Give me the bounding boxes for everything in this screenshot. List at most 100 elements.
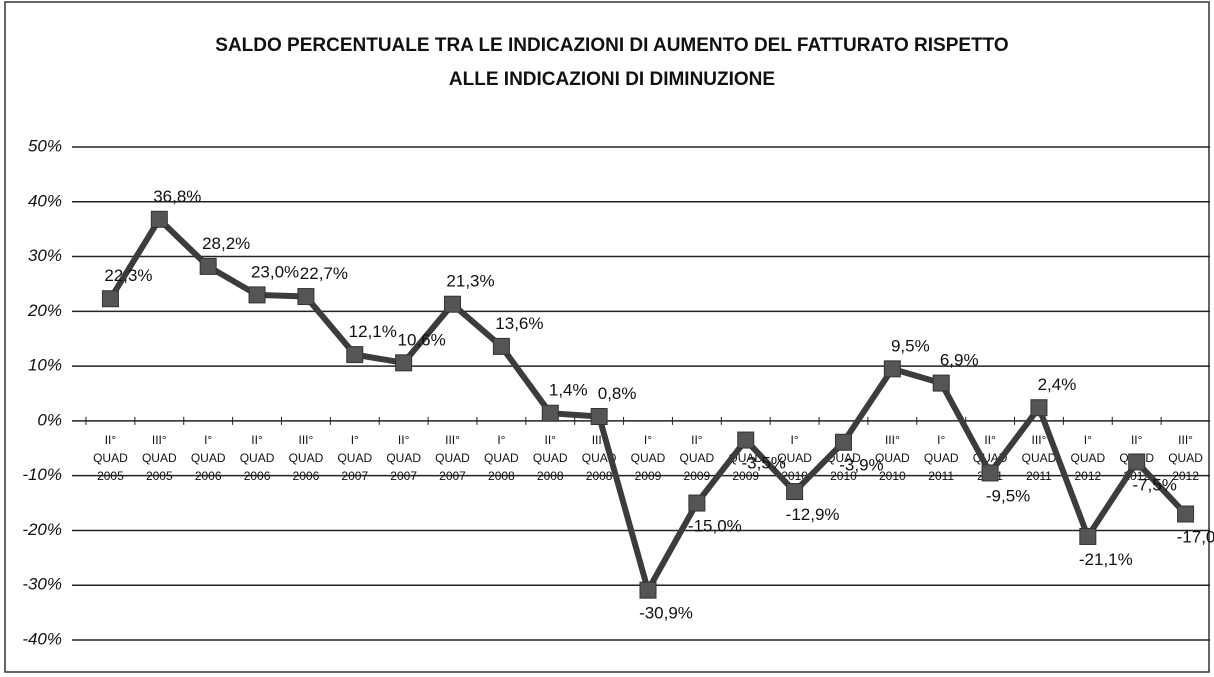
marker bbox=[883, 360, 901, 378]
x-tick-label-line: 2006 bbox=[195, 469, 222, 483]
marker bbox=[199, 257, 217, 275]
x-tick-label: III° QUAD 2010 bbox=[875, 433, 910, 483]
value-label: -21,1% bbox=[1079, 550, 1133, 569]
value-label: 21,3% bbox=[446, 272, 494, 291]
x-tick-label-line: I° bbox=[204, 433, 212, 447]
y-tick-label: 50% bbox=[28, 136, 62, 155]
marker bbox=[737, 431, 755, 449]
x-tick-label-line: III° bbox=[1178, 433, 1193, 447]
value-label: -12,9% bbox=[786, 505, 840, 524]
x-tick-label-line: 2005 bbox=[146, 469, 173, 483]
x-tick-label-line: 2008 bbox=[586, 469, 613, 483]
marker bbox=[297, 288, 315, 306]
value-label: 22,7% bbox=[300, 264, 348, 283]
x-tick-label-line: I° bbox=[937, 433, 945, 447]
x-tick-label-line: 2008 bbox=[537, 469, 564, 483]
x-tick-label-line: QUAD bbox=[875, 451, 910, 465]
x-tick-label: I° QUAD 2011 bbox=[924, 433, 959, 483]
x-tick-label: I° QUAD 2009 bbox=[631, 433, 666, 483]
value-label: 6,9% bbox=[940, 351, 979, 370]
x-tick-label-line: QUAD bbox=[533, 451, 568, 465]
marker bbox=[150, 210, 168, 228]
marker bbox=[492, 337, 510, 355]
marker bbox=[1128, 453, 1146, 471]
x-tick-label: III° QUAD 2012 bbox=[1168, 433, 1203, 483]
x-tick-label-line: I° bbox=[351, 433, 359, 447]
chart-title: ALLE INDICAZIONI DI DIMINUZIONE bbox=[449, 69, 775, 90]
x-tick-label-line: 2012 bbox=[1172, 469, 1199, 483]
x-tick-label-line: III° bbox=[1032, 433, 1047, 447]
x-tick-label-line: QUAD bbox=[240, 451, 275, 465]
value-label: 9,5% bbox=[891, 336, 930, 355]
value-label: -9,5% bbox=[986, 486, 1030, 505]
marker bbox=[981, 464, 999, 482]
y-tick-label: 0% bbox=[37, 410, 62, 429]
y-tick-label: 10% bbox=[28, 356, 62, 375]
chart-title: SALDO PERCENTUALE TRA LE INDICAZIONI DI … bbox=[215, 35, 1008, 56]
x-tick-label-line: QUAD bbox=[1070, 451, 1105, 465]
marker bbox=[1030, 399, 1048, 417]
x-tick-label-line: 2010 bbox=[830, 469, 857, 483]
marker bbox=[346, 346, 364, 364]
x-tick-label: II° QUAD 2006 bbox=[240, 433, 275, 483]
marker bbox=[786, 483, 804, 501]
x-tick-label-line: II° bbox=[398, 433, 410, 447]
x-tick-label-line: 2007 bbox=[390, 469, 417, 483]
marker bbox=[932, 374, 950, 392]
x-tick-label-line: 2011 bbox=[1026, 469, 1052, 483]
x-tick-label: I° QUAD 2010 bbox=[777, 433, 812, 483]
y-tick-label: -10% bbox=[22, 465, 62, 484]
x-tick-label-line: 2007 bbox=[341, 469, 368, 483]
x-tick-label: II° QUAD 2009 bbox=[680, 433, 715, 483]
x-tick-label-line: 2009 bbox=[684, 469, 711, 483]
y-tick-label: -30% bbox=[22, 575, 62, 594]
x-tick-label-line: QUAD bbox=[93, 451, 128, 465]
marker bbox=[1177, 505, 1195, 523]
x-tick-label: III° QUAD 2007 bbox=[435, 433, 470, 483]
x-tick-label: II° QUAD 2005 bbox=[93, 433, 128, 483]
x-tick-label-line: 2007 bbox=[439, 469, 466, 483]
x-tick-label: I° QUAD 2012 bbox=[1070, 433, 1105, 483]
x-tick-label-line: QUAD bbox=[1022, 451, 1057, 465]
x-tick-label-line: I° bbox=[497, 433, 505, 447]
x-tick-label-line: 2006 bbox=[244, 469, 271, 483]
x-tick-label-line: II° bbox=[691, 433, 703, 447]
marker bbox=[541, 404, 559, 422]
x-tick-label-line: I° bbox=[1084, 433, 1092, 447]
value-label: -17,0% bbox=[1177, 527, 1214, 546]
marker bbox=[248, 286, 266, 304]
value-label: 13,6% bbox=[495, 314, 543, 333]
chart-border bbox=[4, 1, 1210, 673]
x-tick-label-line: 2010 bbox=[781, 469, 808, 483]
x-tick-label-line: II° bbox=[984, 433, 996, 447]
x-tick-label-line: II° bbox=[545, 433, 557, 447]
value-label: 1,4% bbox=[549, 381, 588, 400]
x-tick-label: III° QUAD 2005 bbox=[142, 433, 177, 483]
x-tick-label-line: 2010 bbox=[879, 469, 906, 483]
y-tick-label: 40% bbox=[28, 191, 62, 210]
value-label: 2,4% bbox=[1038, 375, 1077, 394]
value-label: -30,9% bbox=[639, 604, 693, 623]
x-tick-label-line: III° bbox=[445, 433, 460, 447]
marker bbox=[639, 581, 657, 599]
x-tick-label-line: II° bbox=[251, 433, 263, 447]
x-tick-label-line: 2009 bbox=[635, 469, 662, 483]
y-tick-label: -20% bbox=[22, 520, 62, 539]
x-tick-label-line: QUAD bbox=[386, 451, 421, 465]
x-tick-label-line: QUAD bbox=[142, 451, 177, 465]
value-label: 22,3% bbox=[104, 266, 152, 285]
x-tick-label-line: III° bbox=[299, 433, 314, 447]
value-label: 12,1% bbox=[349, 322, 397, 341]
value-label: -3,5% bbox=[742, 454, 786, 473]
x-tick-label: I° QUAD 2006 bbox=[191, 433, 226, 483]
y-tick-label: -40% bbox=[22, 629, 62, 648]
x-tick-label: III° QUAD 2011 bbox=[1022, 433, 1057, 483]
value-label: 36,8% bbox=[153, 187, 201, 206]
marker bbox=[688, 494, 706, 512]
x-tick-label-line: QUAD bbox=[777, 451, 812, 465]
x-tick-label-line: III° bbox=[885, 433, 900, 447]
value-label: 10,6% bbox=[398, 330, 446, 349]
marker bbox=[395, 354, 413, 372]
x-tick-label: II° QUAD 2008 bbox=[533, 433, 568, 483]
